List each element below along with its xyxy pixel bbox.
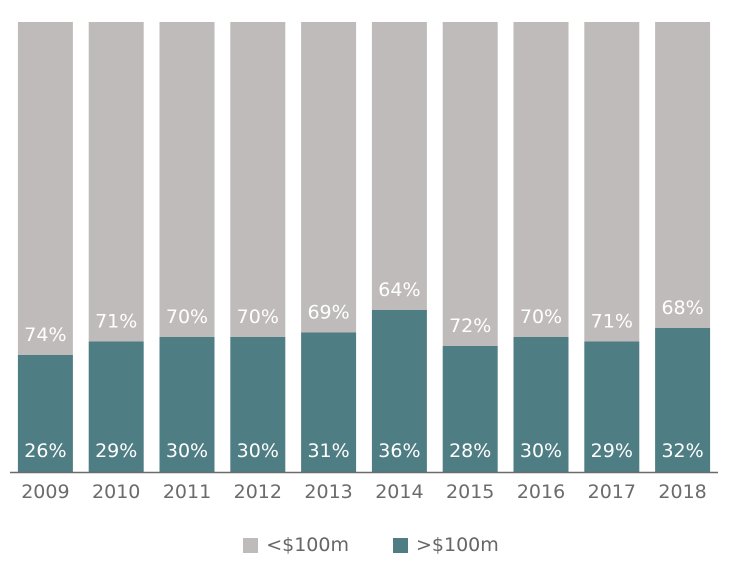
data-label-under-100m-2012: 70% bbox=[237, 306, 279, 328]
bar-over-100m-2017 bbox=[584, 341, 640, 472]
bar-over-100m-2009 bbox=[17, 355, 73, 472]
legend: <$100m >$100m bbox=[0, 533, 742, 557]
data-label-over-100m-2017: 29% bbox=[591, 440, 633, 462]
bar-under-100m-2011 bbox=[159, 22, 215, 337]
x-tick-label-2014: 2014 bbox=[375, 481, 423, 503]
bar-under-100m-2009 bbox=[17, 22, 73, 355]
data-label-under-100m-2013: 69% bbox=[307, 302, 349, 324]
data-label-under-100m-2014: 64% bbox=[378, 279, 420, 301]
legend-swatch-over-100m bbox=[393, 537, 408, 553]
x-tick-label-2013: 2013 bbox=[304, 481, 352, 503]
data-label-under-100m-2011: 70% bbox=[166, 306, 208, 328]
bar-over-100m-2018 bbox=[655, 328, 711, 472]
legend-item-over-100m: >$100m bbox=[393, 534, 499, 556]
bar-under-100m-2013 bbox=[301, 22, 357, 333]
bar-under-100m-2010 bbox=[88, 22, 144, 342]
data-label-under-100m-2015: 72% bbox=[449, 315, 491, 337]
x-tick-label-2015: 2015 bbox=[446, 481, 494, 503]
data-label-over-100m-2009: 26% bbox=[24, 440, 66, 462]
bar-over-100m-2012 bbox=[230, 337, 286, 472]
data-label-over-100m-2015: 28% bbox=[449, 440, 491, 462]
data-label-over-100m-2013: 31% bbox=[307, 440, 349, 462]
bar-over-100m-2011 bbox=[159, 337, 215, 472]
legend-label-over-100m: >$100m bbox=[416, 534, 499, 556]
data-label-over-100m-2016: 30% bbox=[520, 440, 562, 462]
data-label-over-100m-2014: 36% bbox=[378, 440, 420, 462]
data-label-under-100m-2009: 74% bbox=[24, 324, 66, 346]
bar-under-100m-2016 bbox=[513, 22, 569, 337]
bar-under-100m-2014 bbox=[371, 22, 427, 310]
data-label-under-100m-2018: 68% bbox=[661, 297, 703, 319]
data-label-over-100m-2011: 30% bbox=[166, 440, 208, 462]
x-tick-label-2018: 2018 bbox=[658, 481, 706, 503]
x-tick-label-2011: 2011 bbox=[163, 481, 211, 503]
bar-over-100m-2016 bbox=[513, 337, 569, 472]
x-tick-label-2012: 2012 bbox=[234, 481, 282, 503]
bar-under-100m-2012 bbox=[230, 22, 286, 337]
x-tick-label-2010: 2010 bbox=[92, 481, 140, 503]
bar-under-100m-2018 bbox=[655, 22, 711, 328]
data-label-over-100m-2010: 29% bbox=[95, 440, 137, 462]
data-label-under-100m-2017: 71% bbox=[591, 311, 633, 333]
legend-item-under-100m: <$100m bbox=[243, 534, 349, 556]
x-tick-label-2016: 2016 bbox=[517, 481, 565, 503]
bar-over-100m-2014 bbox=[371, 310, 427, 472]
bar-over-100m-2015 bbox=[442, 346, 498, 472]
data-label-over-100m-2012: 30% bbox=[237, 440, 279, 462]
x-tick-label-2009: 2009 bbox=[21, 481, 69, 503]
data-label-over-100m-2018: 32% bbox=[661, 440, 703, 462]
legend-swatch-under-100m bbox=[243, 537, 259, 553]
bar-under-100m-2015 bbox=[442, 22, 498, 346]
data-label-under-100m-2016: 70% bbox=[520, 306, 562, 328]
bar-over-100m-2010 bbox=[88, 341, 144, 472]
data-label-under-100m-2010: 71% bbox=[95, 311, 137, 333]
x-tick-label-2017: 2017 bbox=[588, 481, 636, 503]
bar-under-100m-2017 bbox=[584, 22, 640, 342]
legend-label-under-100m: <$100m bbox=[266, 534, 349, 556]
bar-over-100m-2013 bbox=[301, 332, 357, 472]
